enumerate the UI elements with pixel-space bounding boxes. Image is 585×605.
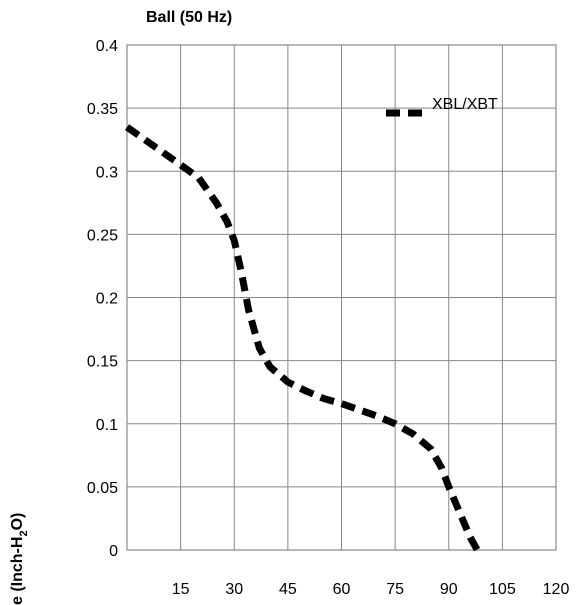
y-tick-label: 0.2 — [96, 291, 118, 308]
x-tick-label: 15 — [172, 581, 190, 598]
x-tick-label: 120 — [543, 581, 570, 598]
y-tick-label: 0 — [109, 543, 118, 560]
series-line — [124, 124, 481, 552]
y-tick-label: 0.35 — [87, 101, 118, 118]
grid — [126, 44, 557, 551]
y-tick-label: 0.05 — [87, 480, 118, 497]
legend: XBL/XBT — [386, 96, 498, 117]
x-tick-labels: 15 30 45 60 75 90 105 120 — [172, 581, 570, 598]
x-tick-label: 60 — [333, 581, 351, 598]
y-tick-label: 0.4 — [96, 38, 118, 55]
x-tick-label: 75 — [386, 581, 404, 598]
legend-label: XBL/XBT — [432, 96, 498, 113]
series-group — [124, 124, 481, 552]
x-tick-label: 30 — [225, 581, 243, 598]
y-tick-label: 0.15 — [87, 354, 118, 371]
y-tick-label: 0.25 — [87, 227, 118, 244]
chart-title: Ball (50 Hz) — [146, 9, 232, 26]
x-tick-label: 90 — [440, 581, 458, 598]
y-tick-label: 0.1 — [96, 417, 118, 434]
y-tick-labels: 0 0.05 0.1 0.15 0.2 0.25 0.3 0.35 0.4 — [87, 38, 118, 560]
y-axis-label: e (Inch-H2O) — [9, 513, 30, 605]
y-tick-label: 0.3 — [96, 164, 118, 181]
x-tick-label: 45 — [279, 581, 297, 598]
x-tick-label: 105 — [489, 581, 516, 598]
